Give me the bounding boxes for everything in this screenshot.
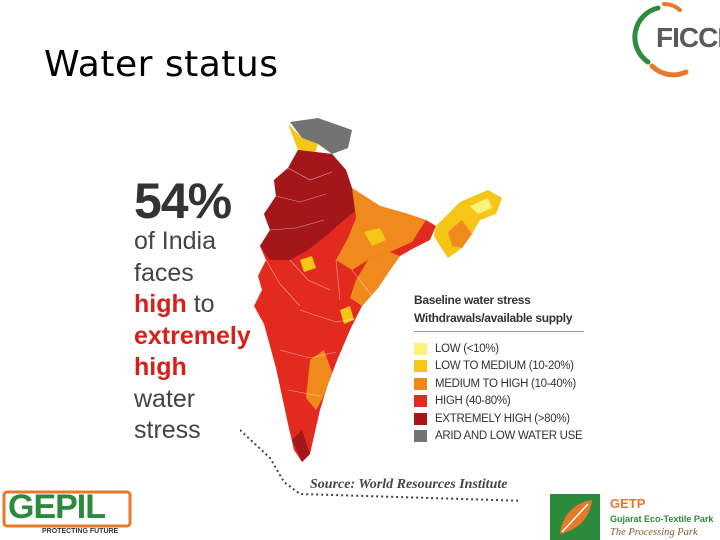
- gepil-tagline: PROTECTING FUTURE: [42, 528, 119, 535]
- legend-label: ARID AND LOW WATER USE: [435, 430, 583, 442]
- stat-line-4: extremely: [134, 321, 251, 350]
- legend-item: ARID AND LOW WATER USE: [414, 428, 594, 445]
- region-central-orange: [336, 188, 426, 270]
- legend-title-2: Withdrawals/available supply: [414, 311, 573, 325]
- source-note: Source: World Resources Institute: [310, 477, 508, 492]
- leader-dots: [240, 429, 520, 502]
- stat-line-3-rest: to: [186, 290, 215, 318]
- legend-swatch: [414, 395, 427, 407]
- getp-wordmark: GETP: [610, 496, 646, 511]
- region-northwest-extreme: [260, 150, 362, 260]
- region-northeast-light: [470, 198, 492, 214]
- legend: Baseline water stress Withdrawals/availa…: [414, 291, 594, 445]
- region-northeast: [434, 190, 502, 258]
- legend-label: LOW (<10%): [435, 342, 499, 355]
- gepil-logo: [2, 490, 132, 528]
- legend-swatch: [414, 360, 427, 372]
- legend-item: EXTREMELY HIGH (>80%): [414, 410, 594, 427]
- stat-line-1: of India: [134, 227, 217, 255]
- getp-leaf-icon: [550, 494, 600, 540]
- legend-label: LOW TO MEDIUM (10-20%): [435, 360, 574, 372]
- region-patch-yellow-3: [300, 256, 316, 272]
- legend-title-1: Baseline water stress: [414, 293, 531, 307]
- region-north-yellow: [288, 124, 318, 156]
- gepil-wordmark: GEPIL: [8, 488, 106, 526]
- stat-line-3-red: high: [134, 290, 187, 318]
- legend-swatch: [414, 377, 427, 390]
- getp-subtitle: Gujarat Eco-Textile Park: [610, 514, 714, 524]
- region-south-orange: [306, 350, 332, 410]
- stat-percent: 54%: [134, 173, 232, 229]
- region-east-orange: [350, 252, 400, 306]
- legend-divider: [414, 331, 584, 332]
- ficci-wordmark: FICCI: [656, 22, 720, 53]
- legend-item: MEDIUM TO HIGH (10-40%): [414, 375, 594, 392]
- region-patch-yellow-1: [364, 228, 386, 246]
- region-northeast-orange: [448, 220, 472, 248]
- stat-line-3: high to: [134, 289, 251, 321]
- stat-line-2: faces: [134, 258, 194, 287]
- ficci-logo: [632, 1, 689, 78]
- legend-item: LOW TO MEDIUM (10-20%): [414, 358, 594, 375]
- state-borders: [265, 167, 373, 397]
- legend-item: HIGH (40-80%): [414, 393, 594, 410]
- india-water-stress-map: [240, 118, 520, 502]
- region-north-arid: [290, 118, 352, 154]
- getp-tagline: The Processing Park: [610, 527, 698, 538]
- legend-item: LOW (<10%): [414, 340, 594, 357]
- legend-swatch: [414, 342, 427, 355]
- stat-block: 54% of India faces high to extremely hig…: [134, 176, 251, 447]
- legend-swatch: [414, 412, 427, 425]
- legend-swatch: [414, 430, 427, 442]
- legend-label: MEDIUM TO HIGH (10-40%): [435, 377, 576, 390]
- legend-label: EXTREMELY HIGH (>80%): [435, 412, 570, 425]
- legend-label: HIGH (40-80%): [435, 395, 511, 407]
- stat-line-6: water: [134, 384, 196, 413]
- stat-line-7: stress: [134, 416, 201, 444]
- region-south-extreme: [292, 430, 310, 462]
- stat-line-5: high: [134, 353, 187, 381]
- slide-title: Water status: [44, 44, 279, 85]
